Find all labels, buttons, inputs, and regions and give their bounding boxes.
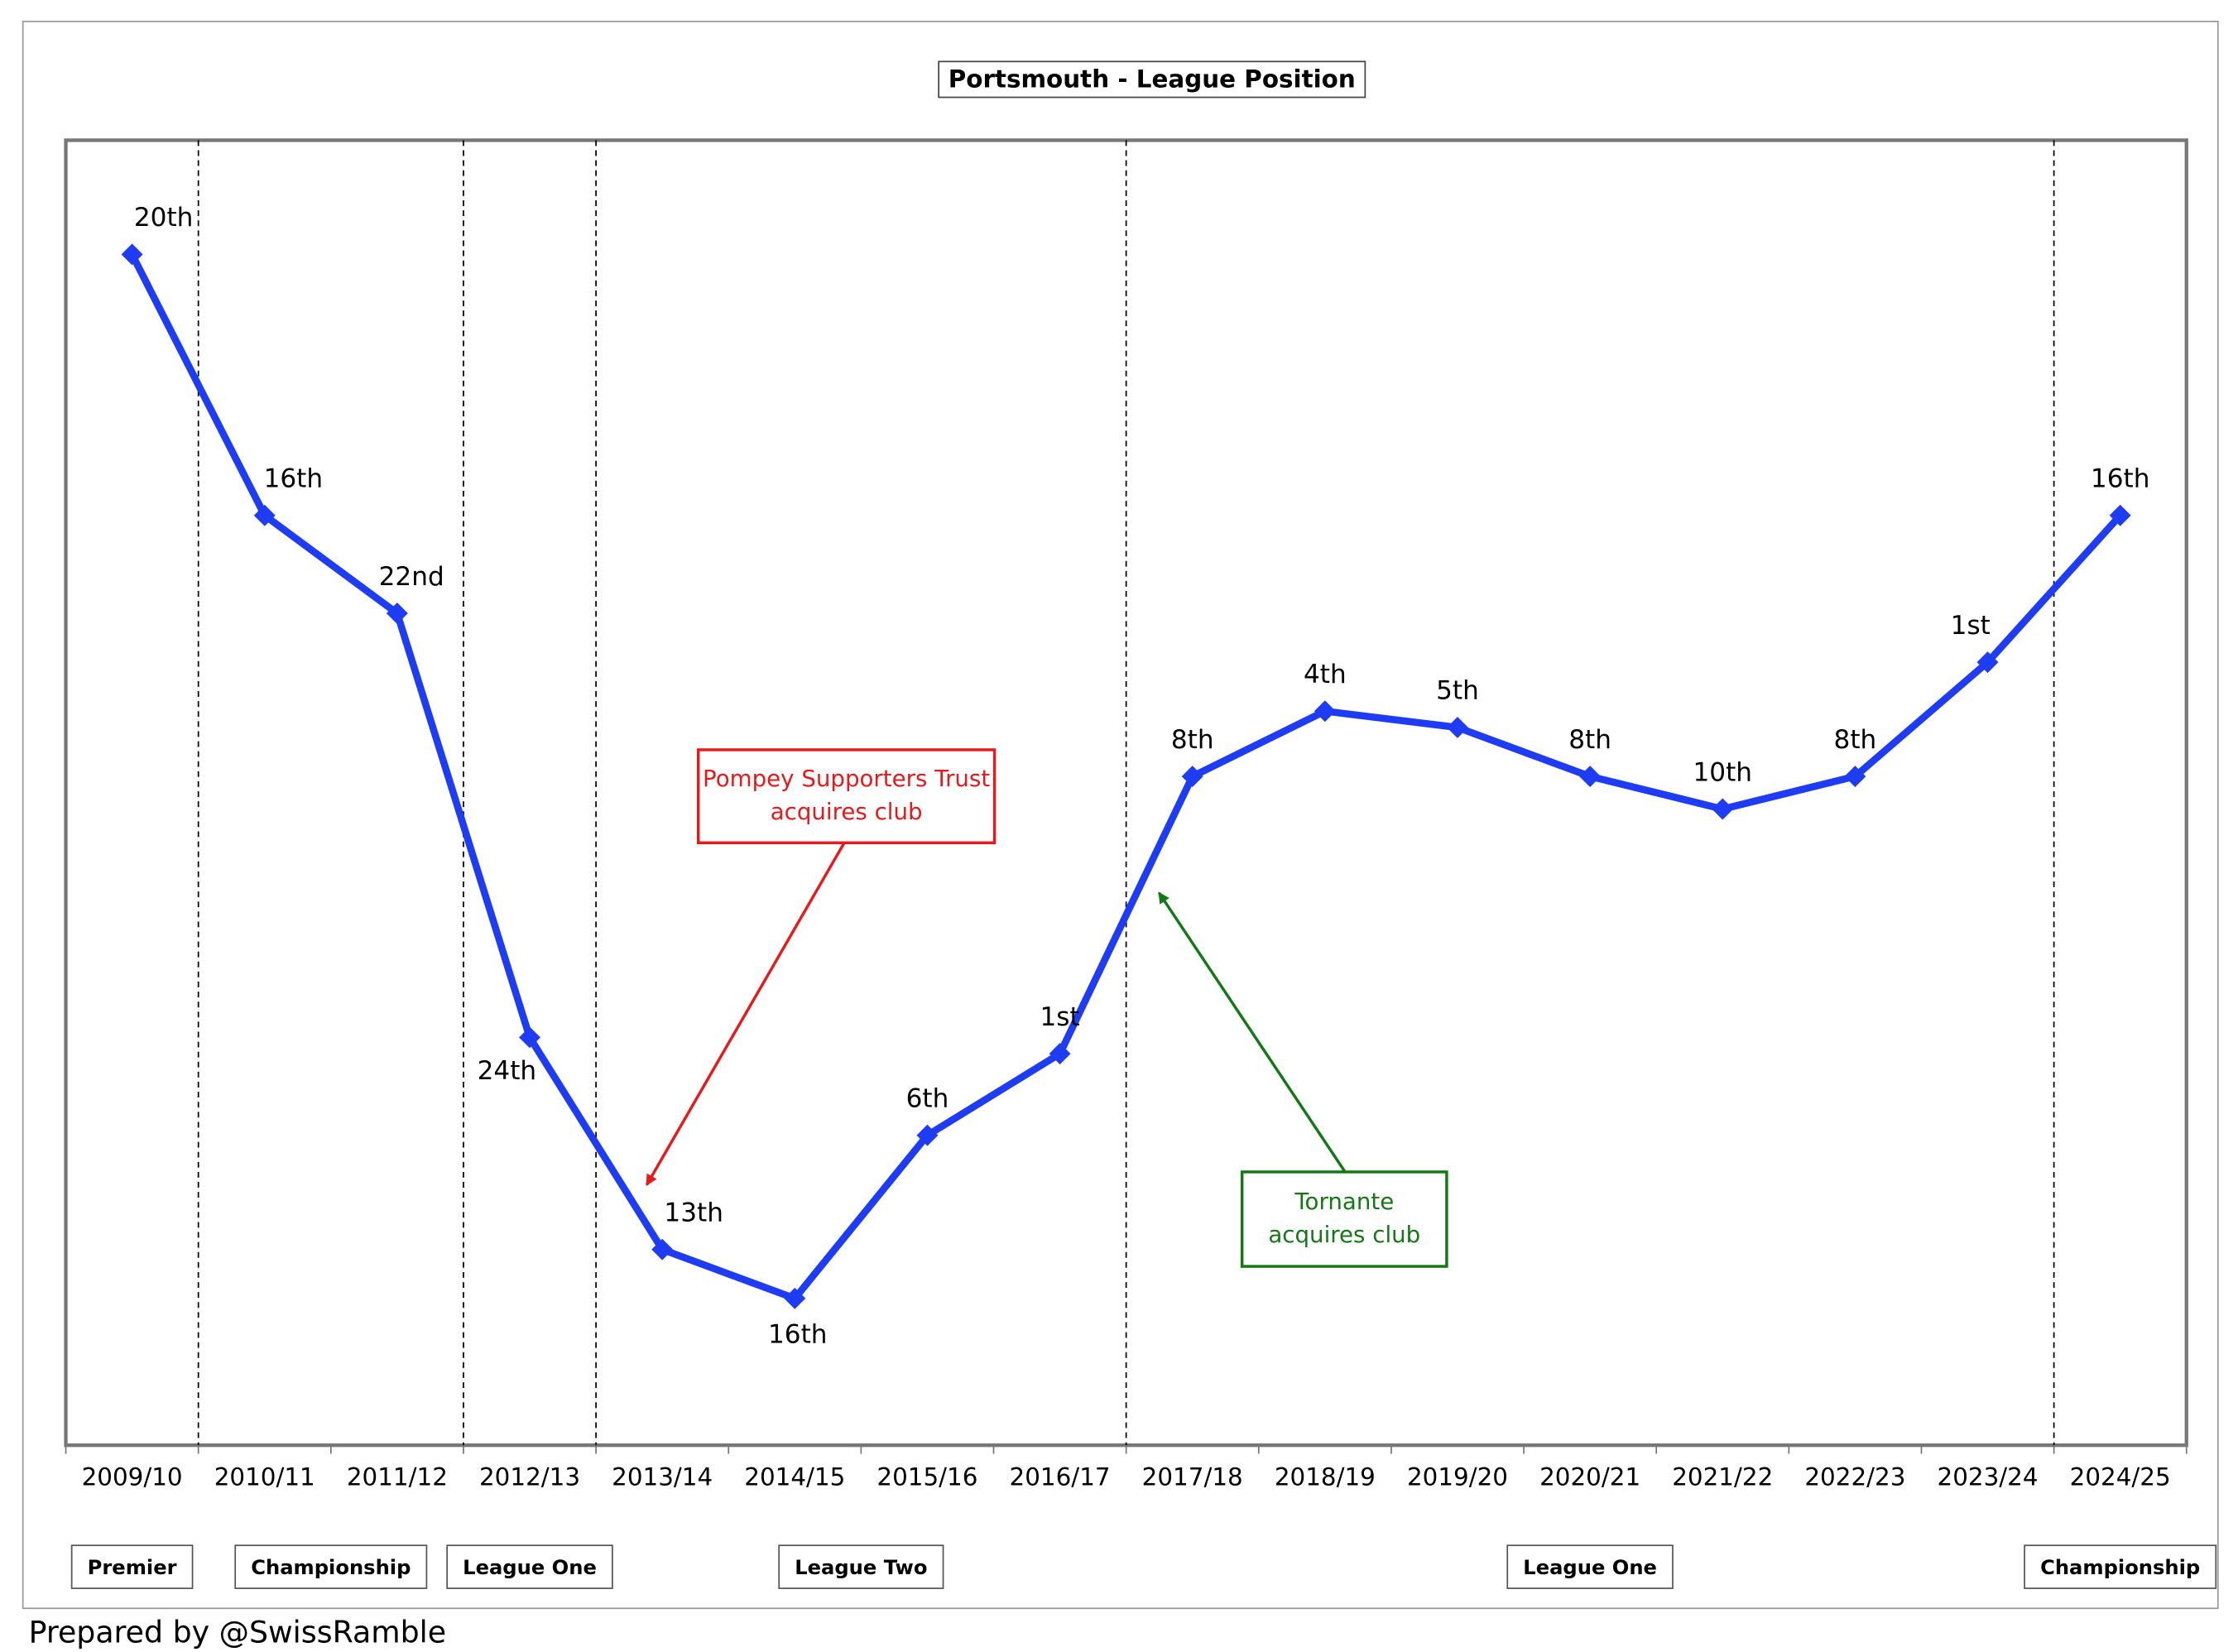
x-tick-label: 2016/17	[1010, 1462, 1111, 1491]
division-label: Championship	[2040, 1556, 2200, 1579]
division-label: League One	[1523, 1556, 1657, 1579]
data-marker	[784, 1287, 806, 1309]
annotation-line: Pompey Supporters Trust	[703, 765, 990, 792]
data-label: 8th	[1834, 725, 1877, 755]
annotation-line: Tornante	[1294, 1188, 1394, 1215]
division-box	[2024, 1544, 2217, 1589]
data-marker	[253, 504, 276, 526]
division-label: League Two	[795, 1556, 927, 1579]
data-marker	[1049, 1043, 1071, 1065]
data-marker	[1712, 798, 1734, 820]
division-box	[234, 1544, 428, 1589]
x-tick-label: 2024/25	[2070, 1462, 2171, 1491]
data-line	[128, 252, 2123, 1303]
footer: Prepared by @SwissRamble	[29, 1614, 447, 1650]
annotation-line: acquires club	[771, 798, 923, 825]
x-tick-label: 2020/21	[1539, 1462, 1640, 1491]
data-label: 20th	[134, 203, 193, 233]
x-tick-label: 2010/11	[214, 1462, 315, 1491]
data-label: 16th	[768, 1320, 828, 1350]
data-marker	[519, 1026, 540, 1049]
x-tick-label: 2021/22	[1672, 1462, 1773, 1491]
chart-frame	[22, 21, 2219, 1610]
x-tick-label: 2023/24	[1938, 1462, 2039, 1491]
x-tick-label: 2015/16	[876, 1462, 977, 1491]
division-label: Championship	[251, 1556, 411, 1579]
x-tick-label: 2014/15	[744, 1462, 845, 1491]
data-label: 8th	[1171, 725, 1214, 755]
division-box	[70, 1544, 194, 1589]
data-marker	[1579, 766, 1602, 788]
data-marker	[1844, 766, 1866, 788]
data-label: 5th	[1436, 676, 1479, 706]
data-marker	[1976, 651, 1999, 674]
data-label: 1st	[1040, 1002, 1079, 1032]
x-tick-label: 2012/13	[479, 1462, 580, 1491]
data-marker	[1181, 766, 1203, 788]
data-label: 22nd	[379, 562, 444, 592]
data-label: 13th	[664, 1198, 723, 1227]
division-label: Premier	[88, 1556, 177, 1579]
data-label: 6th	[906, 1083, 949, 1113]
x-tick-label: 2013/14	[612, 1462, 713, 1491]
data-marker	[386, 603, 408, 624]
data-label: 16th	[264, 464, 323, 494]
data-label: 4th	[1304, 660, 1347, 689]
annotation-arrow	[645, 842, 846, 1187]
chart-title: Portsmouth - League Position	[949, 65, 1356, 93]
division-label: League One	[463, 1556, 597, 1579]
data-label: 10th	[1693, 757, 1753, 787]
data-marker	[651, 1238, 674, 1261]
data-label: 1st	[1951, 611, 1991, 641]
x-tick-label: 2009/10	[82, 1462, 183, 1491]
x-tick-label: 2019/20	[1407, 1462, 1508, 1491]
data-label: 16th	[2091, 464, 2150, 494]
data-label: 8th	[1568, 725, 1611, 755]
data-marker	[2109, 504, 2131, 526]
annotation-box	[696, 748, 997, 845]
division-box	[1506, 1544, 1674, 1589]
x-tick-label: 2011/12	[347, 1462, 448, 1491]
annotation-line: acquires club	[1268, 1221, 1420, 1248]
title-box	[938, 60, 1366, 98]
annotation-text: Pompey Supporters Trust acquires club	[703, 765, 990, 825]
data-label: 24th	[478, 1056, 537, 1086]
data-marker	[1447, 716, 1468, 738]
data-marker	[1314, 700, 1336, 723]
x-tick-label: 2018/19	[1275, 1462, 1376, 1491]
division-box	[778, 1544, 944, 1589]
x-tick-label: 2022/23	[1804, 1462, 1905, 1491]
x-tick-label: 2017/18	[1142, 1462, 1243, 1491]
division-box	[446, 1544, 613, 1589]
annotation-arrow	[1157, 891, 1347, 1173]
annotation-text: Tornante acquires club	[1268, 1188, 1420, 1248]
annotation-box	[1240, 1170, 1448, 1268]
